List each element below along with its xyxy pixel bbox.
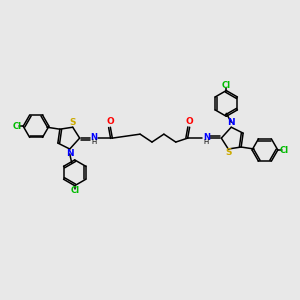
Text: Cl: Cl: [13, 122, 22, 131]
Text: O: O: [186, 117, 194, 126]
Text: N: N: [66, 149, 74, 158]
Text: H: H: [204, 139, 209, 145]
Text: N: N: [227, 118, 235, 127]
Text: Cl: Cl: [70, 186, 79, 195]
Text: O: O: [106, 117, 114, 126]
Text: N: N: [90, 133, 97, 142]
Text: H: H: [91, 139, 96, 145]
Text: Cl: Cl: [222, 81, 231, 90]
Text: Cl: Cl: [279, 146, 288, 154]
Text: N: N: [203, 133, 210, 142]
Text: S: S: [225, 148, 232, 158]
Text: S: S: [70, 118, 76, 127]
